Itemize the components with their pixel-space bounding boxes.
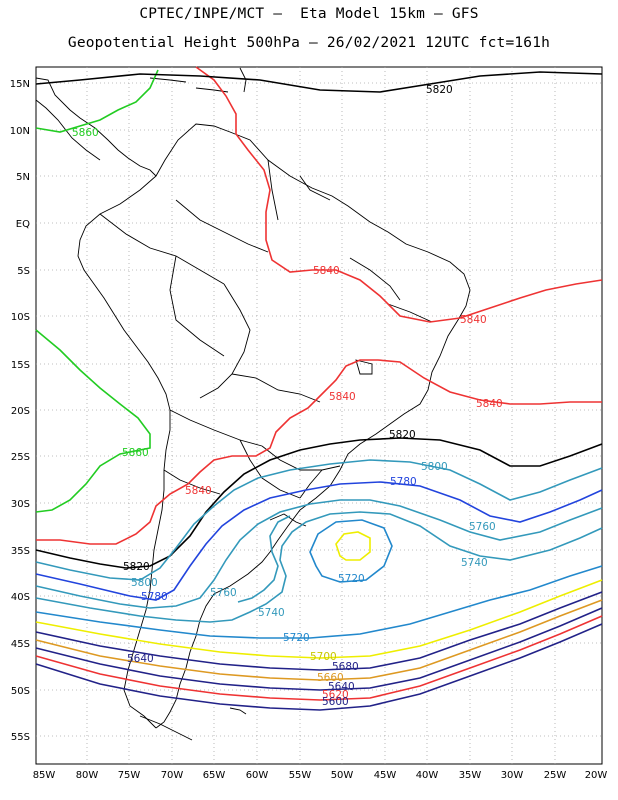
contour-label: 5820 <box>426 84 453 96</box>
contour-label: 5720 <box>338 573 365 585</box>
map-title: CPTEC/INPE/MCT – Eta Model 15km – GFS <box>139 6 479 22</box>
contour-label: 5740 <box>258 607 285 619</box>
contour-label: 5620 <box>322 689 349 701</box>
lat-label: 10N <box>10 126 30 137</box>
lon-label: 80W <box>76 770 99 781</box>
contour-label: 5660 <box>317 672 344 684</box>
lon-label: 50W <box>331 770 354 781</box>
coastlines <box>35 67 471 741</box>
lat-label: 30S <box>11 499 30 510</box>
lon-label: 70W <box>161 770 184 781</box>
lon-label: 60W <box>246 770 269 781</box>
lon-label: 20W <box>585 770 608 781</box>
lat-label: 35S <box>11 546 30 557</box>
contour-label: 5860 <box>72 127 99 139</box>
map-frame <box>35 66 603 765</box>
contour-label: 5680 <box>332 661 359 673</box>
lat-label: 5N <box>16 172 30 183</box>
lon-label: 40W <box>416 770 439 781</box>
contour-label: 5740 <box>461 557 488 569</box>
lon-label: 45W <box>374 770 397 781</box>
lon-labels: 85W 80W 75W 70W 65W 60W 55W 50W 45W 40W … <box>33 770 608 781</box>
lat-label: 15N <box>10 79 30 90</box>
lon-label: 25W <box>544 770 567 781</box>
contour-label: 5820 <box>389 429 416 441</box>
lon-label: 30W <box>501 770 524 781</box>
contour-label: 5720 <box>283 632 310 644</box>
contour-label: 5640 <box>127 653 154 665</box>
contours <box>35 66 603 711</box>
contour-label: 5780 <box>390 476 417 488</box>
lat-label: 50S <box>11 686 30 697</box>
lat-labels: 15N 10N 5N EQ 5S 10S 15S 20S 25S 30S 35S… <box>10 79 30 743</box>
lat-label: 25S <box>11 452 30 463</box>
map-subtitle: Geopotential Height 500hPa – 26/02/2021 … <box>67 35 551 51</box>
contour-label: 5800 <box>131 577 158 589</box>
grid <box>36 67 602 764</box>
lon-label: 35W <box>459 770 482 781</box>
contour-label: 5800 <box>421 461 448 473</box>
lat-label: 10S <box>11 312 30 323</box>
contour-label: 5780 <box>141 591 168 603</box>
lon-label: 85W <box>33 770 56 781</box>
contour-label: 5860 <box>122 447 149 459</box>
contour-label: 5840 <box>329 391 356 403</box>
contour-label: 5840 <box>476 398 503 410</box>
contour-label: 5640 <box>328 681 355 693</box>
contour-label: 5700 <box>310 651 337 663</box>
contour-labels: 5820 5860 5840 5840 5840 5840 5840 5860 … <box>72 84 503 708</box>
contour-label: 5840 <box>313 265 340 277</box>
contour-label: 5840 <box>185 485 212 497</box>
lon-label: 55W <box>289 770 312 781</box>
lon-label: 75W <box>118 770 141 781</box>
lat-label: 5S <box>17 266 30 277</box>
lat-label: EQ <box>16 219 30 230</box>
lon-label: 65W <box>203 770 226 781</box>
contour-label: 5840 <box>460 314 487 326</box>
lat-label: 55S <box>11 732 30 743</box>
lat-label: 20S <box>11 406 30 417</box>
lat-label: 40S <box>11 592 30 603</box>
contour-label: 5760 <box>469 521 496 533</box>
contour-label: 5600 <box>322 696 349 708</box>
contour-label: 5820 <box>123 561 150 573</box>
lat-label: 45S <box>11 639 30 650</box>
lat-label: 15S <box>11 360 30 371</box>
contour-label: 5760 <box>210 587 237 599</box>
